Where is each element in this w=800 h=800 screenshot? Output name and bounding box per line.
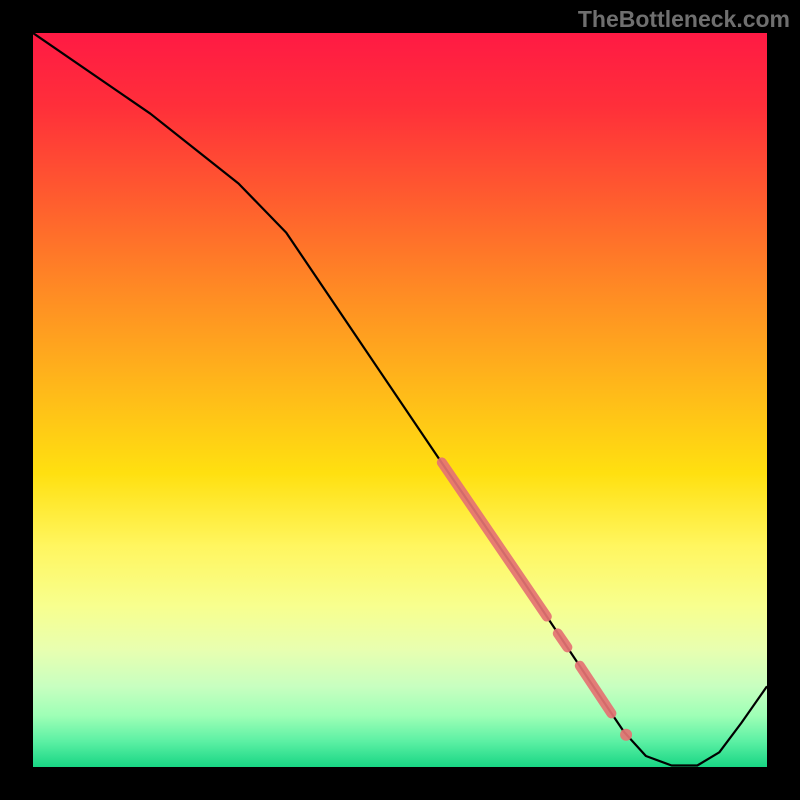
plot-svg: [33, 33, 767, 767]
highlight-dot: [620, 729, 632, 741]
watermark-text: TheBottleneck.com: [578, 6, 790, 33]
plot-area: [33, 33, 767, 767]
